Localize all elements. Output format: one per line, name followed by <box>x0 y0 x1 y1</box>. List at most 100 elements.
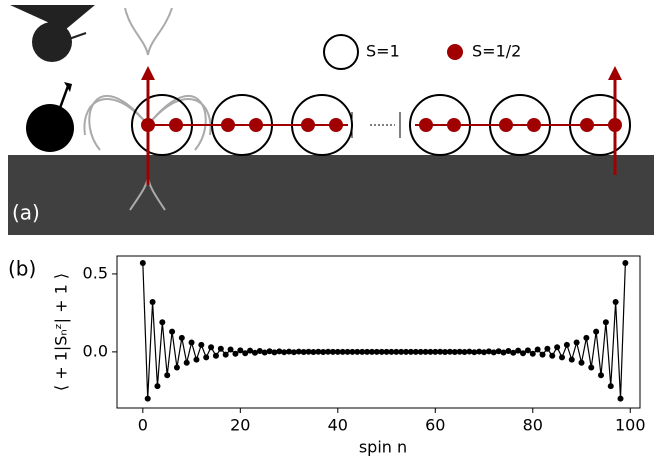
point <box>290 349 297 356</box>
x-tick-label: 0 <box>138 416 148 435</box>
point <box>251 349 258 356</box>
tip-atom <box>32 22 72 62</box>
point <box>607 383 614 390</box>
point <box>320 349 327 356</box>
point <box>461 349 468 356</box>
point <box>178 334 185 341</box>
point <box>198 341 205 348</box>
point <box>398 348 405 355</box>
point <box>534 346 541 353</box>
point <box>549 352 556 359</box>
y-tick-label: 0.0 <box>83 341 108 360</box>
point <box>520 350 527 357</box>
series-line <box>142 262 626 399</box>
point <box>281 349 288 356</box>
point <box>276 348 283 355</box>
arrowhead <box>608 66 622 80</box>
panel-label: (b) <box>8 257 36 281</box>
arrowhead <box>141 66 155 80</box>
point <box>388 348 395 355</box>
point <box>173 364 180 371</box>
point <box>368 348 375 355</box>
point <box>227 346 234 353</box>
point <box>193 356 200 363</box>
point <box>393 348 400 355</box>
point <box>515 347 522 354</box>
point <box>403 348 410 355</box>
legend-label: S=1 <box>366 42 400 61</box>
x-tick-label: 20 <box>230 416 250 435</box>
point <box>407 348 414 355</box>
x-tick-label: 40 <box>328 416 348 435</box>
x-axis-label: spin n <box>359 438 407 457</box>
point <box>237 347 244 354</box>
point <box>222 351 229 358</box>
point <box>524 347 531 354</box>
point <box>203 354 210 361</box>
plot-frame <box>116 255 641 409</box>
point <box>593 328 600 335</box>
point <box>622 260 629 267</box>
point <box>232 350 239 357</box>
point <box>476 348 483 355</box>
point <box>344 348 351 355</box>
point <box>583 334 590 341</box>
point <box>217 345 224 352</box>
x-tick-label: 60 <box>425 416 445 435</box>
point <box>378 348 385 355</box>
point <box>339 348 346 355</box>
point <box>373 348 380 355</box>
point <box>539 351 546 358</box>
point <box>588 364 595 371</box>
point <box>247 347 254 354</box>
point <box>471 349 478 356</box>
y-axis-label: ⟨ + 1|Sₙᶻ| + 1 ⟩ <box>52 273 71 391</box>
legend-label: S=1/2 <box>472 42 521 61</box>
tip <box>10 5 95 30</box>
x-tick-label: 80 <box>523 416 543 435</box>
point <box>310 349 317 356</box>
point <box>139 260 146 267</box>
point <box>271 349 278 356</box>
panel-a: (a) <box>8 5 654 235</box>
y-tick-label: 0.5 <box>83 263 108 282</box>
point <box>602 319 609 326</box>
legend-marker <box>447 44 463 60</box>
arrow <box>65 32 87 41</box>
point <box>325 348 332 355</box>
point <box>383 348 390 355</box>
point <box>481 349 488 356</box>
point <box>422 348 429 355</box>
point <box>456 348 463 355</box>
point <box>329 348 336 355</box>
point <box>495 348 502 355</box>
point <box>578 359 585 366</box>
point <box>354 348 361 355</box>
point <box>427 348 434 355</box>
point <box>188 339 195 346</box>
point <box>286 348 293 355</box>
arrow <box>58 85 70 109</box>
point <box>164 372 171 379</box>
point <box>144 395 151 402</box>
point <box>544 345 551 352</box>
point <box>154 383 161 390</box>
point <box>490 349 497 356</box>
point <box>437 348 444 355</box>
point <box>212 352 219 359</box>
point <box>261 349 268 356</box>
point <box>295 348 302 355</box>
point <box>159 319 166 326</box>
point <box>617 395 624 402</box>
point <box>349 348 356 355</box>
point <box>305 348 312 355</box>
point <box>183 359 190 366</box>
point <box>485 348 492 355</box>
point <box>442 349 449 356</box>
point <box>417 348 424 355</box>
point <box>149 298 156 305</box>
panel-label: (a) <box>12 201 40 225</box>
arrowhead <box>64 82 72 92</box>
point <box>451 349 458 356</box>
legend-marker <box>323 34 359 70</box>
